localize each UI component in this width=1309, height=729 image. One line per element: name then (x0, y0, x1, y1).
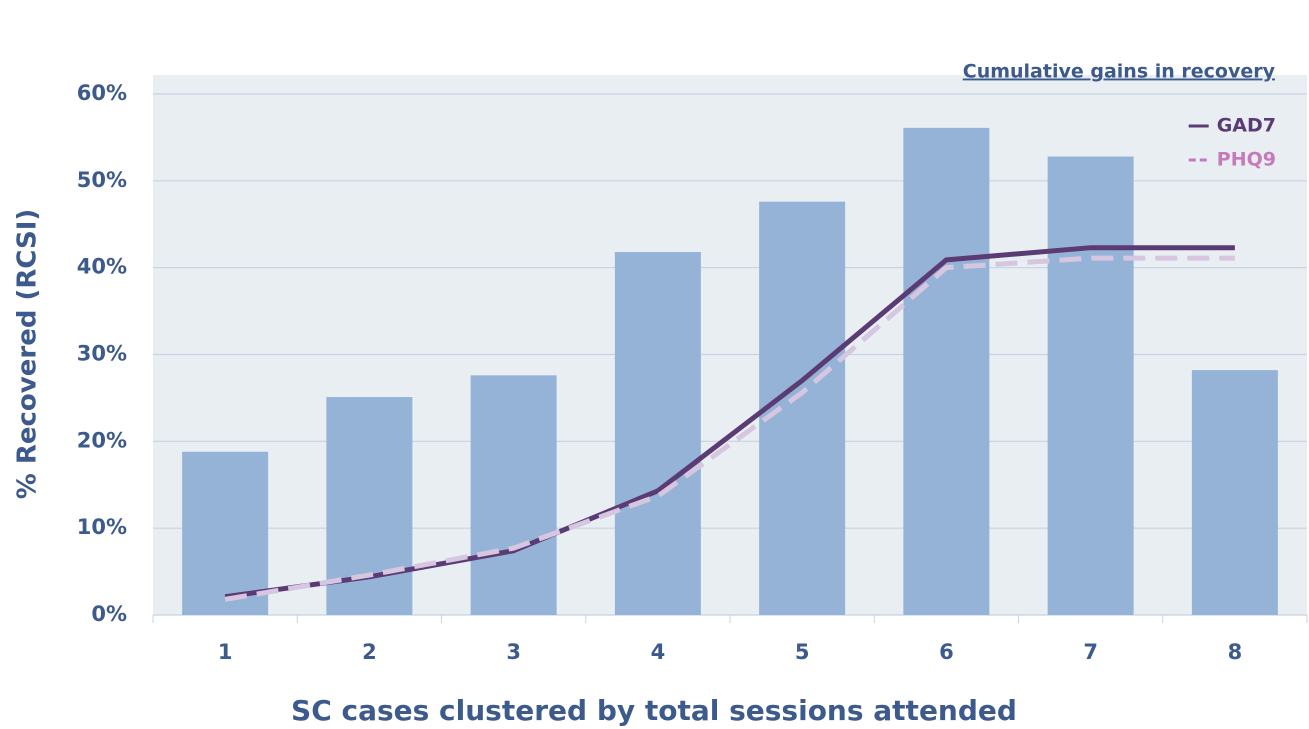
y-axis-label: % Recovered (RCSI) (13, 209, 43, 499)
legend-label: GAD7 (1217, 115, 1276, 137)
bar (614, 252, 701, 615)
y-tick-label: 40% (77, 255, 127, 279)
x-tick-label: 1 (218, 640, 233, 664)
y-tick-label: 50% (77, 168, 127, 192)
bar (182, 451, 269, 615)
y-tick-label: 60% (77, 81, 127, 105)
legend-title: Cumulative gains in recovery (963, 61, 1276, 83)
y-tick-label: 20% (77, 428, 127, 452)
legend-label: PHQ9 (1217, 149, 1276, 171)
y-tick-label: 30% (77, 342, 127, 366)
y-tick-label: 10% (77, 515, 127, 539)
y-tick-label: 0% (91, 602, 127, 626)
x-tick-label: 8 (1228, 640, 1243, 664)
x-tick-label: 7 (1083, 640, 1098, 664)
line-series (224, 255, 1235, 602)
bar (903, 127, 990, 616)
bar (759, 201, 846, 615)
plot-background (153, 75, 1307, 615)
bar (1047, 156, 1134, 615)
x-tick-label: 5 (795, 640, 810, 664)
bar (1191, 370, 1278, 615)
x-tick-label: 4 (651, 640, 666, 664)
x-tick-label: 2 (362, 640, 377, 664)
x-tick-label: 6 (939, 640, 954, 664)
x-tick-label: 3 (506, 640, 521, 664)
bar (470, 375, 557, 615)
x-axis-label: SC cases clustered by total sessions att… (291, 694, 1017, 727)
